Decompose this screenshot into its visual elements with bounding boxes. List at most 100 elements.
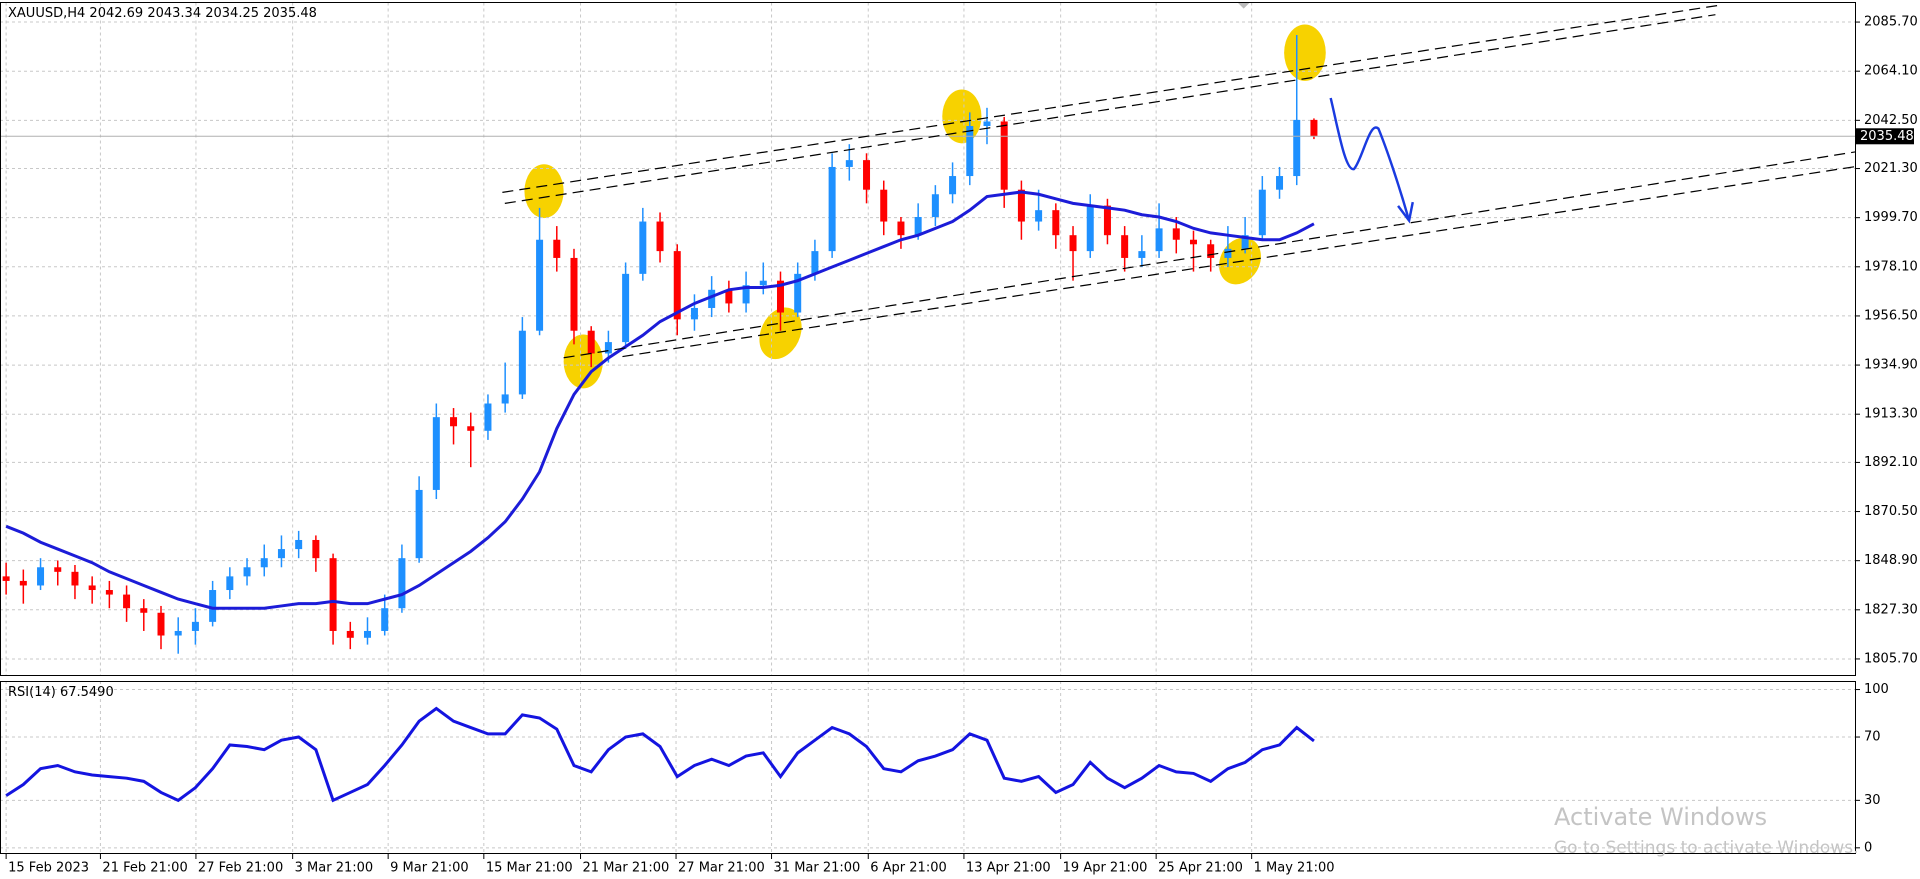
close: 2035.48 (263, 6, 317, 21)
candle-body (759, 280, 767, 286)
candle-body (2, 576, 10, 581)
candle-body (381, 608, 389, 631)
channel-line (622, 166, 1856, 358)
rsi-panel-border (0, 681, 1856, 854)
candle-body (776, 280, 784, 313)
x-tick-label: 27 Mar 21:00 (678, 861, 765, 876)
candle-body (1207, 244, 1215, 258)
candle-body (277, 549, 285, 559)
x-tick-label: 25 Apr 21:00 (1158, 861, 1243, 876)
candle-body (1189, 239, 1197, 245)
candle-body (639, 221, 647, 274)
candle-body (1293, 119, 1301, 177)
forecast-arrow (1329, 97, 1411, 221)
candle-body (536, 239, 544, 331)
candle-body (880, 189, 888, 222)
candle-body (1276, 176, 1284, 190)
x-tick-label: 3 Mar 21:00 (295, 861, 374, 876)
candle-body (1310, 119, 1318, 137)
x-tick-label: 6 Apr 21:00 (870, 861, 947, 876)
candle-body (1052, 210, 1060, 236)
y-tick-label: 1978.10 (1864, 259, 1918, 274)
candle-body (742, 285, 750, 304)
candle-body (1086, 205, 1094, 252)
candle-body (1224, 248, 1232, 258)
candle-body (1069, 235, 1077, 252)
x-tick-label: 1 May 21:00 (1254, 861, 1335, 876)
candle-body (966, 126, 974, 177)
candle-body (329, 558, 337, 631)
x-tick-label: 31 Mar 21:00 (774, 861, 861, 876)
candle-body (1000, 121, 1008, 190)
candle-body (398, 558, 406, 609)
candle-body (157, 612, 165, 636)
candle-body (931, 194, 939, 217)
candle-body (191, 621, 199, 631)
y-tick-label: 1913.30 (1864, 407, 1918, 422)
y-tick-label: 2064.10 (1864, 64, 1918, 79)
rsi-line (5, 706, 1315, 803)
candle-body (123, 594, 131, 609)
candle-body (140, 608, 148, 613)
highlight (759, 307, 802, 360)
x-tick-label: 21 Mar 21:00 (583, 861, 670, 876)
x-tick-label: 21 Feb 21:00 (102, 861, 187, 876)
candle-body (209, 590, 217, 622)
candle-body (1138, 251, 1146, 258)
channel-line (563, 151, 1856, 359)
y-tick-label: 30 (1864, 793, 1881, 808)
candle-body (897, 221, 905, 236)
y-tick-label: 2085.70 (1864, 15, 1918, 30)
candle-body (88, 585, 96, 591)
y-tick-label: 2021.30 (1864, 161, 1918, 176)
candle-body (415, 489, 423, 559)
candle-body (54, 567, 62, 572)
candle-body (484, 403, 492, 431)
y-tick-label: 1999.70 (1864, 210, 1918, 225)
candle-body (622, 273, 630, 343)
candle-body (553, 239, 561, 258)
arrow-head (1397, 201, 1414, 224)
y-tick-label: 70 (1864, 730, 1881, 745)
candle-body (570, 257, 578, 331)
candle-body (312, 539, 320, 559)
highlight (942, 89, 982, 144)
candle-body (949, 176, 957, 195)
y-tick-label: 100 (1864, 682, 1889, 697)
candle-body (983, 121, 991, 127)
candle-body (1241, 235, 1249, 249)
candle-body (673, 251, 681, 320)
x-tick-label: 9 Mar 21:00 (390, 861, 469, 876)
candle-body (1103, 205, 1111, 236)
candle-body (604, 342, 612, 354)
open: 2042.69 (89, 6, 143, 21)
candle-body (260, 558, 268, 568)
candle-body (1155, 228, 1163, 252)
y-tick-label: 1848.90 (1864, 553, 1918, 568)
watermark-subtitle: Go to Settings to activate Windows. (1554, 838, 1859, 858)
symbol: XAUUSD,H4 (8, 6, 85, 21)
candle-body (690, 307, 698, 320)
x-tick-label: 15 Mar 21:00 (486, 861, 573, 876)
candle-body (174, 630, 182, 636)
candle-body (1035, 210, 1043, 222)
candle-body (432, 417, 440, 490)
candle-body (346, 630, 354, 638)
candle-body (226, 576, 234, 591)
y-tick-label: 1892.10 (1864, 455, 1918, 470)
candle-body (587, 330, 595, 354)
moving-average (5, 190, 1315, 610)
candle-body (725, 289, 733, 304)
candle-body (467, 426, 475, 431)
candle-body (828, 166, 836, 252)
candle-body (295, 539, 303, 550)
candle-body (1258, 189, 1266, 236)
main-panel-border (0, 2, 1856, 676)
channel-line (504, 14, 1716, 205)
candle-body (518, 330, 526, 395)
watermark-title: Activate Windows (1554, 803, 1767, 831)
y-tick-label: 1956.50 (1864, 308, 1918, 323)
rsi-header: RSI(14) 67.5490 (8, 685, 114, 700)
